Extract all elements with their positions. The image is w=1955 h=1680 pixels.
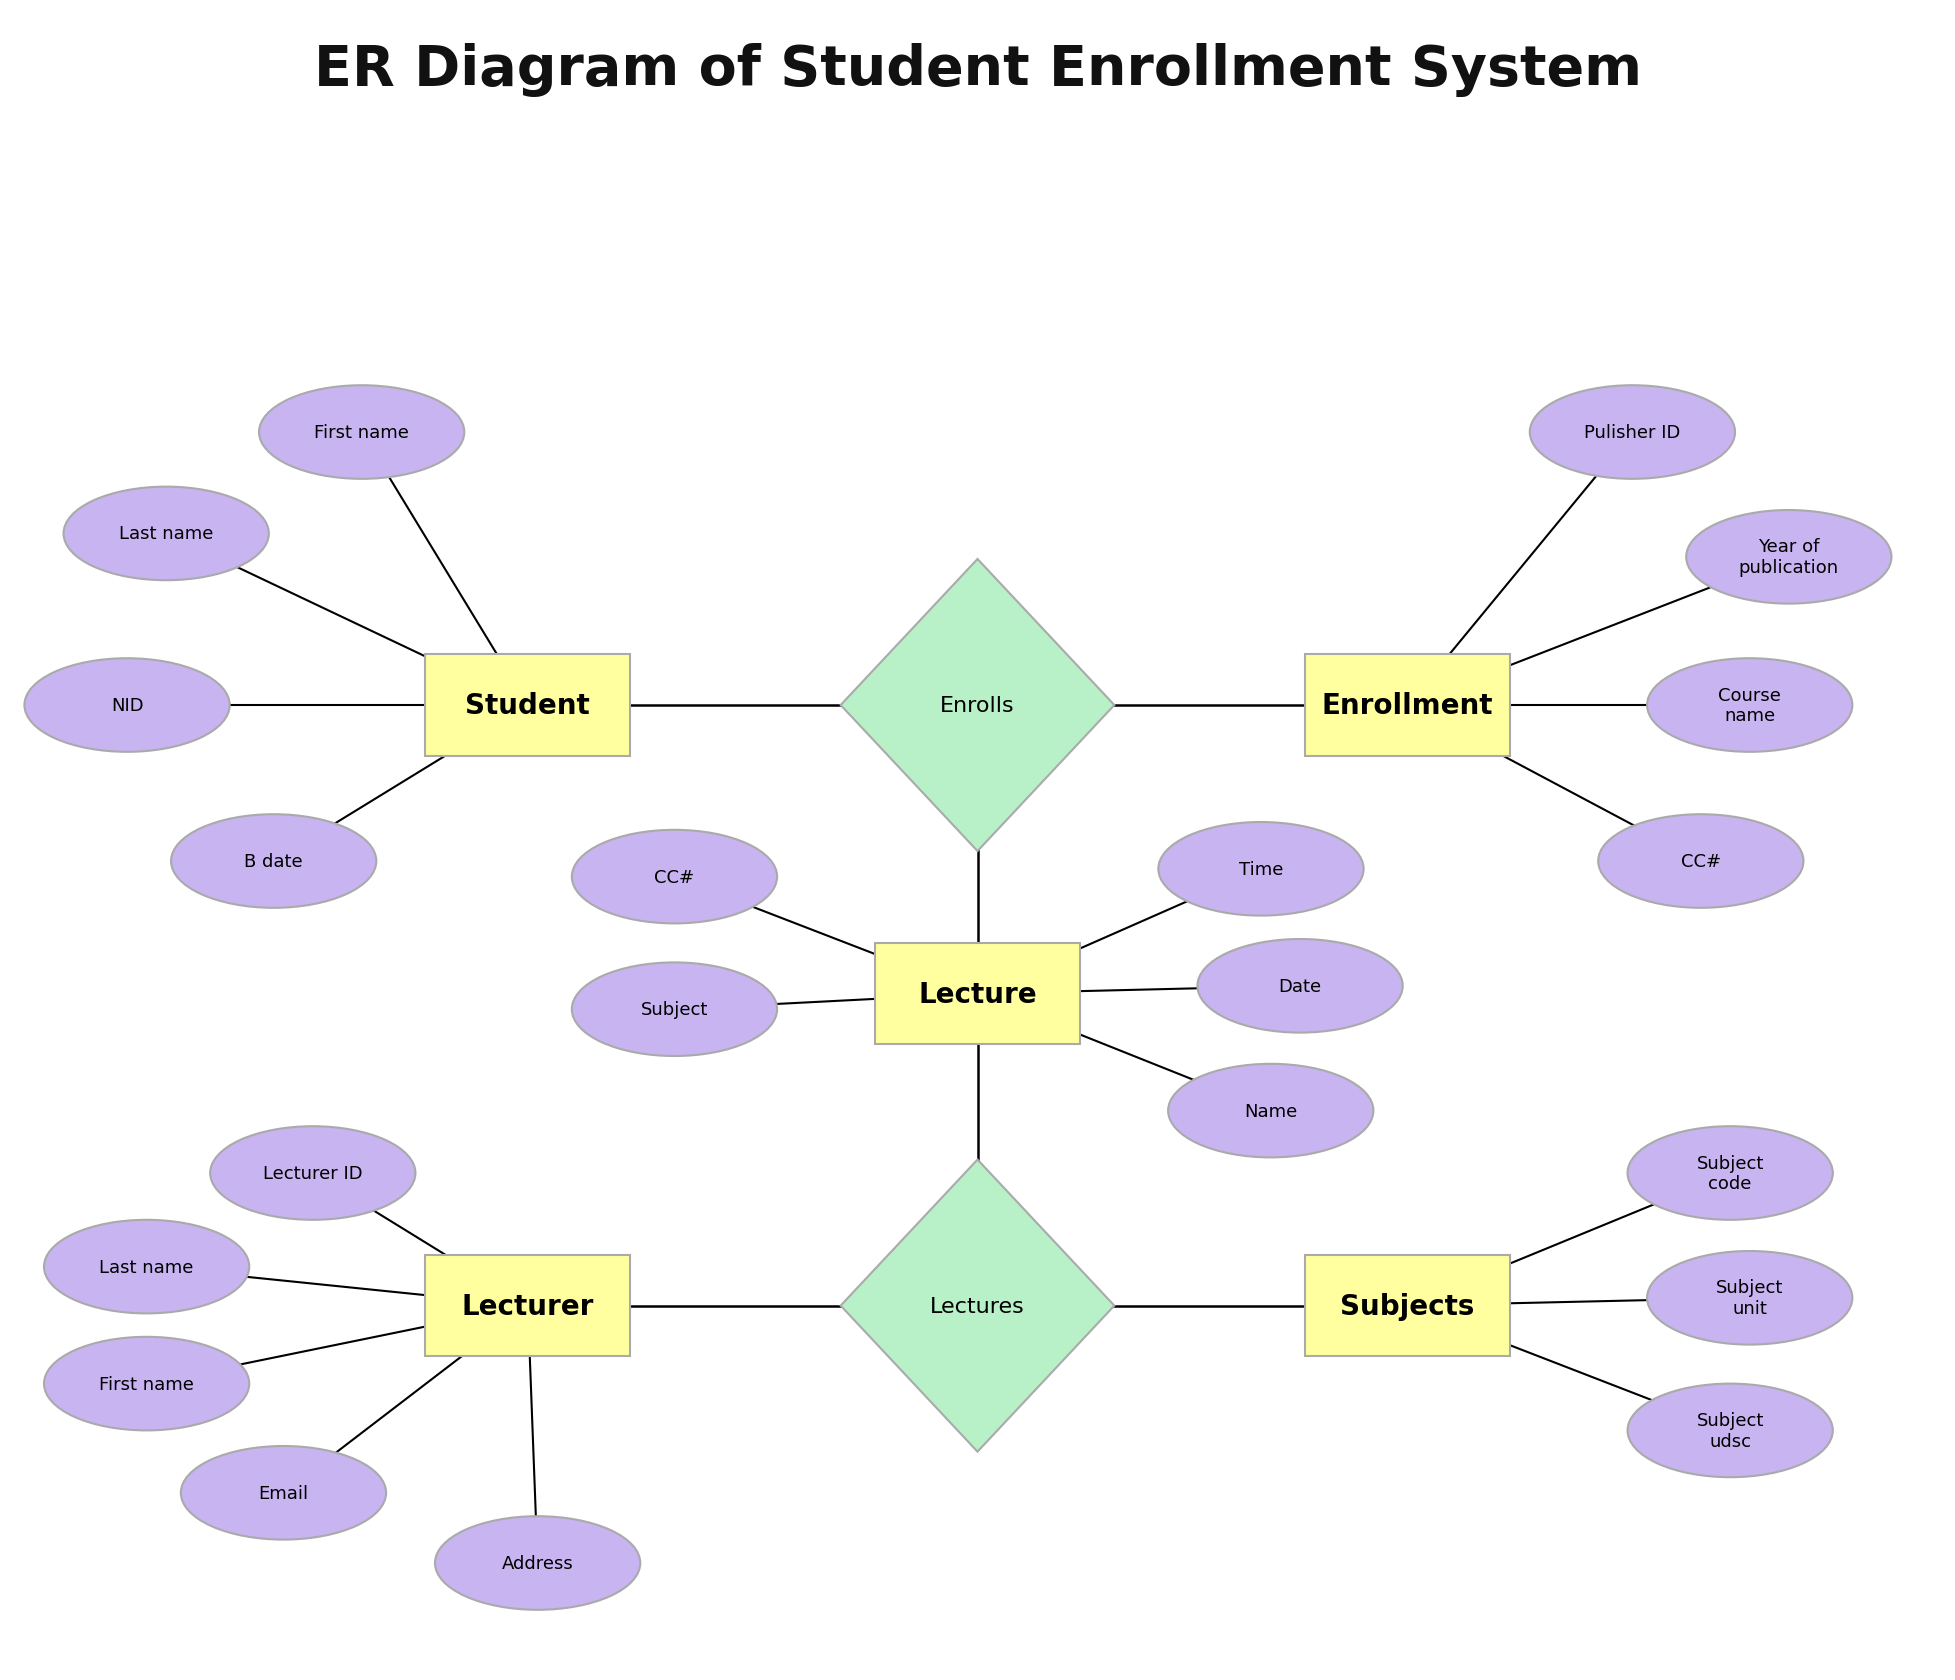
Ellipse shape [63, 487, 268, 581]
Text: Enrolls: Enrolls [940, 696, 1015, 716]
Text: Email: Email [258, 1483, 309, 1502]
Text: Subjects: Subjects [1341, 1292, 1474, 1320]
Text: Student: Student [465, 692, 590, 719]
Text: Date: Date [1279, 978, 1322, 995]
Ellipse shape [1646, 659, 1853, 753]
Ellipse shape [172, 815, 375, 909]
Ellipse shape [43, 1220, 248, 1314]
Text: CC#: CC# [1681, 852, 1720, 870]
Polygon shape [841, 559, 1114, 852]
FancyBboxPatch shape [1304, 1255, 1509, 1356]
Ellipse shape [1529, 386, 1736, 479]
Text: First name: First name [100, 1374, 194, 1393]
Text: Last name: Last name [100, 1258, 194, 1275]
Text: Subject
code: Subject code [1697, 1154, 1763, 1193]
Text: Subject: Subject [641, 1001, 708, 1018]
Text: Lectures: Lectures [931, 1295, 1024, 1315]
Ellipse shape [1646, 1252, 1853, 1344]
Text: Pulisher ID: Pulisher ID [1584, 423, 1681, 442]
Text: Time: Time [1239, 860, 1282, 879]
Text: NID: NID [111, 697, 143, 714]
Ellipse shape [571, 963, 776, 1057]
Text: Year of
publication: Year of publication [1738, 538, 1840, 576]
Text: CC#: CC# [655, 869, 694, 885]
Text: B date: B date [244, 852, 303, 870]
FancyBboxPatch shape [426, 1255, 630, 1356]
Ellipse shape [180, 1446, 385, 1539]
Text: Lecturer: Lecturer [461, 1292, 594, 1320]
Ellipse shape [1597, 815, 1803, 909]
Text: Lecturer ID: Lecturer ID [264, 1164, 362, 1183]
Ellipse shape [23, 659, 231, 753]
Text: Course
name: Course name [1718, 685, 1781, 726]
Text: Last name: Last name [119, 526, 213, 543]
Text: Subject
unit: Subject unit [1716, 1278, 1783, 1317]
Polygon shape [841, 1159, 1114, 1452]
FancyBboxPatch shape [426, 655, 630, 756]
Ellipse shape [1157, 823, 1365, 916]
Ellipse shape [1196, 939, 1404, 1033]
Ellipse shape [43, 1337, 248, 1431]
Text: ER Diagram of Student Enrollment System: ER Diagram of Student Enrollment System [313, 44, 1642, 97]
FancyBboxPatch shape [876, 944, 1079, 1045]
Text: Name: Name [1243, 1102, 1298, 1121]
Ellipse shape [211, 1127, 414, 1220]
Ellipse shape [434, 1517, 641, 1609]
Text: Lecture: Lecture [919, 979, 1036, 1008]
Ellipse shape [1167, 1063, 1372, 1158]
Text: Address: Address [502, 1554, 573, 1572]
Ellipse shape [1627, 1127, 1832, 1220]
Ellipse shape [1685, 511, 1890, 605]
Text: Subject
udsc: Subject udsc [1697, 1411, 1763, 1450]
Ellipse shape [258, 386, 465, 479]
Text: First name: First name [315, 423, 409, 442]
FancyBboxPatch shape [1304, 655, 1509, 756]
Text: Enrollment: Enrollment [1322, 692, 1494, 719]
Ellipse shape [1627, 1384, 1832, 1477]
Ellipse shape [571, 830, 776, 924]
